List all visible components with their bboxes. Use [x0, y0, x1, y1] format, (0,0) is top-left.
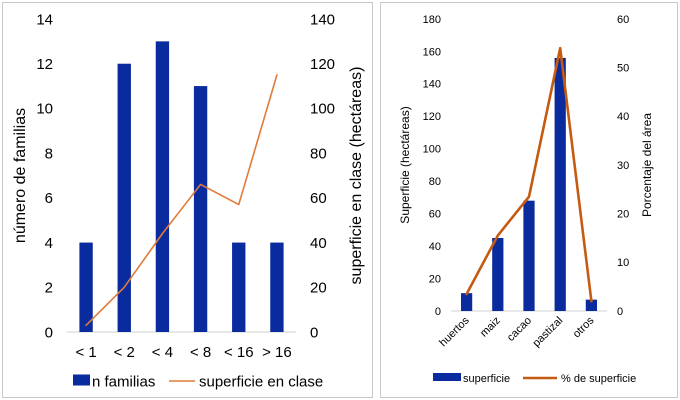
y-tick-label: 160 [423, 46, 441, 58]
y-tick-label: 180 [423, 14, 441, 26]
x-tick-label: maiz [478, 315, 503, 340]
chart-superficie: 0 20 40 60 80 100 120 140 160 180 0 10 20 30 40 50 60 hue… [398, 14, 654, 385]
x-tick-label: huertos [437, 314, 472, 349]
y-tick-label: 4 [45, 235, 53, 252]
legend-label-bar: n familias [92, 373, 155, 390]
y2-tick-label: 60 [617, 14, 629, 26]
y2-axis-title: superficie en clase (hectáreas) [348, 67, 365, 285]
y-tick-label: 2 [45, 280, 53, 297]
y2-tick-label: 100 [310, 101, 335, 118]
y2-tick-label: 80 [310, 145, 327, 162]
x-tick-label: cacao [505, 315, 534, 344]
bar-n-familias [270, 242, 284, 332]
x-tick-label: < 2 [114, 344, 135, 361]
x-tick-label: > 16 [262, 344, 292, 361]
y2-tick-label: 10 [617, 257, 629, 269]
y-tick-label: 10 [36, 101, 53, 118]
bar-superficie [585, 299, 598, 311]
y2-tick-label: 0 [310, 324, 318, 341]
y-tick-label: 40 [429, 241, 441, 253]
y-tick-label: 0 [435, 306, 441, 318]
y2-tick-label: 120 [310, 56, 335, 73]
x-tick-label: < 16 [224, 344, 254, 361]
bar-superficie [492, 238, 504, 311]
y-tick-label: 60 [429, 209, 441, 221]
legend-label-line: % de superficie [561, 373, 636, 385]
y-axis-title: número de familias [12, 108, 29, 243]
x-tick-label: < 8 [190, 344, 211, 361]
bar-n-familias [79, 242, 93, 332]
y2-axis-title: Porcentaje del área [640, 113, 654, 217]
y-tick-label: 120 [423, 111, 441, 123]
y2-tick-label: 40 [310, 235, 327, 252]
y-tick-label: 14 [36, 11, 53, 28]
x-tick-label: otros [571, 314, 597, 340]
y-tick-label: 6 [45, 190, 53, 207]
legend-swatch-bar [73, 374, 90, 386]
x-tick-label: pastizal [530, 315, 565, 350]
y2-tick-label: 20 [310, 280, 327, 297]
y2-tick-label: 140 [310, 11, 335, 28]
y-tick-label: 140 [423, 79, 441, 91]
y-tick-label: 0 [45, 324, 53, 341]
bar-n-familias [232, 242, 246, 332]
y2-tick-label: 0 [617, 306, 623, 318]
y-tick-label: 8 [45, 145, 53, 162]
bar-superficie [460, 293, 473, 311]
y2-tick-label: 30 [617, 160, 629, 172]
chart-panel-superficie: 0 20 40 60 80 100 120 140 160 180 0 10 20 30 40 50 60 hue… [380, 2, 678, 398]
legend-label-line: superficie en clase [199, 373, 323, 390]
bar-superficie [554, 57, 566, 311]
y2-tick-label: 60 [310, 190, 327, 207]
x-tick-label: < 1 [75, 344, 96, 361]
y-tick-label: 80 [429, 176, 441, 188]
y-axis-title: Superficie (hectáreas) [398, 106, 412, 223]
chart-panel-familias: 0 2 4 6 8 10 12 14 0 20 40 60 80 100 120 140 < 1 < 2 < 4 < … [2, 2, 373, 398]
bar-superficie [523, 200, 535, 311]
y2-tick-label: 40 [617, 111, 629, 123]
legend-swatch-bar [433, 373, 461, 381]
x-tick-label: < 4 [152, 344, 173, 361]
bar-n-familias [155, 41, 170, 332]
y-tick-label: 20 [429, 273, 441, 285]
legend-label-bar: superficie [463, 373, 510, 385]
y2-tick-label: 20 [617, 209, 629, 221]
y-tick-label: 12 [36, 56, 53, 73]
bar-n-familias [117, 63, 131, 332]
bar-n-familias [193, 86, 208, 332]
y2-tick-label: 50 [617, 63, 629, 75]
y-tick-label: 100 [423, 144, 441, 156]
series-line [85, 74, 278, 327]
